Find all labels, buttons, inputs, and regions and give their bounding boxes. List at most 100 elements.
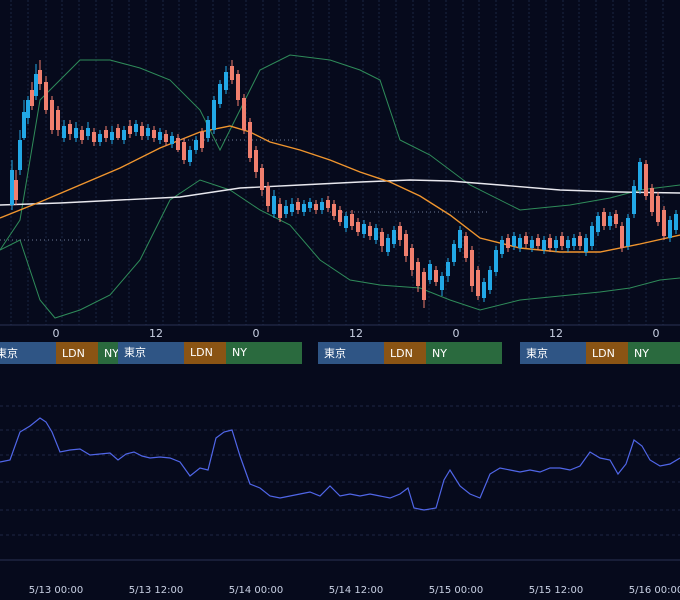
candle-body: [284, 206, 288, 214]
candle-body: [404, 234, 408, 256]
candle-body: [662, 210, 666, 236]
candle-body: [572, 238, 576, 246]
candle-body: [506, 238, 510, 248]
candle-body: [566, 240, 570, 248]
bollinger-lower: [0, 179, 680, 319]
candle-body: [134, 124, 138, 132]
candle-body: [164, 134, 168, 142]
candle-body: [632, 186, 636, 214]
candle-body: [56, 110, 60, 130]
session-newyork-block: [426, 342, 502, 364]
session-london-block: [56, 342, 98, 364]
candle-body: [332, 204, 336, 216]
sma-short-line: [0, 125, 680, 253]
candle-body: [236, 74, 240, 100]
candle-body: [18, 140, 22, 170]
candle-body: [560, 236, 564, 246]
candle-body: [548, 238, 552, 248]
candle-body: [434, 270, 438, 282]
candle-body: [536, 238, 540, 246]
session-london-label: LDN: [390, 347, 413, 360]
candle-body: [62, 126, 66, 138]
candle-body: [446, 262, 450, 276]
candle-body: [212, 100, 216, 130]
session-london-chip: LDN: [184, 342, 226, 364]
hour-tick-label: 0: [253, 327, 260, 340]
session-tokyo-chip: 東京: [118, 342, 184, 364]
candle-body: [398, 226, 402, 240]
candle-body: [38, 70, 42, 84]
candle-body: [50, 100, 54, 130]
session-tokyo-label: 東京: [324, 346, 346, 360]
hour-tick-label: 0: [453, 327, 460, 340]
candle-body: [290, 204, 294, 212]
candle-body: [368, 226, 372, 236]
candle-body: [200, 132, 204, 148]
candle-body: [578, 236, 582, 246]
candle-body: [524, 236, 528, 244]
candle-body: [92, 132, 96, 142]
candle-body: [668, 220, 672, 238]
candle-body: [68, 124, 72, 134]
candle-body: [518, 238, 522, 248]
candle-body: [392, 230, 396, 244]
candle-body: [158, 132, 162, 140]
candle-body: [512, 236, 516, 246]
oscillator-line: [0, 417, 680, 511]
candle-body: [44, 82, 48, 110]
session-tokyo-block: [0, 342, 56, 364]
candle-body: [464, 236, 468, 258]
session-newyork-label: NY: [634, 347, 649, 360]
candle-body: [10, 170, 14, 205]
candle-body: [140, 126, 144, 136]
candle-body: [266, 186, 270, 206]
date-tick-label: 5/13 12:00: [129, 585, 183, 596]
candle-body: [110, 132, 114, 140]
candle-body: [30, 90, 34, 106]
hour-tick-label: 0: [53, 327, 60, 340]
candle-body: [614, 214, 618, 224]
hour-tick-label: 0: [653, 327, 660, 340]
candle-body: [188, 150, 192, 162]
candle-body: [308, 202, 312, 208]
date-tick-label: 5/16 00:00: [629, 585, 680, 596]
candle-body: [260, 168, 264, 190]
candle-body: [626, 218, 630, 246]
candle-body: [356, 222, 360, 232]
candle-body: [590, 226, 594, 246]
candle-body: [602, 212, 606, 226]
candle-body: [224, 72, 228, 90]
candle-body: [146, 128, 150, 136]
candle-body: [338, 210, 342, 222]
candle-body: [170, 136, 174, 144]
session-london-block: [586, 342, 628, 364]
candle-body: [86, 128, 90, 136]
candle-body: [362, 224, 366, 234]
candle-body: [206, 120, 210, 138]
hour-tick-label: 12: [549, 327, 563, 340]
candle-body: [254, 150, 258, 172]
date-tick-label: 5/15 00:00: [429, 585, 483, 596]
candle-body: [22, 112, 26, 138]
bollinger-upper: [0, 54, 680, 251]
hour-tick-label: 12: [149, 327, 163, 340]
candle-body: [482, 282, 486, 298]
session-newyork-label: NY: [104, 347, 119, 360]
date-tick-label: 5/15 12:00: [529, 585, 583, 596]
candle-body: [314, 204, 318, 210]
candle-body: [74, 128, 78, 138]
candle-body: [644, 164, 648, 196]
candle-body: [674, 214, 678, 230]
candle-body: [176, 138, 180, 150]
candle-body: [80, 130, 84, 140]
candle-body: [116, 128, 120, 138]
candle-body: [272, 196, 276, 214]
session-tokyo-block: [318, 342, 384, 364]
candle-body: [584, 238, 588, 252]
candle-body: [650, 188, 654, 212]
candle-body: [26, 100, 30, 118]
session-london-label: LDN: [592, 347, 615, 360]
date-tick-label: 5/13 00:00: [29, 585, 83, 596]
candle-body: [638, 162, 642, 190]
